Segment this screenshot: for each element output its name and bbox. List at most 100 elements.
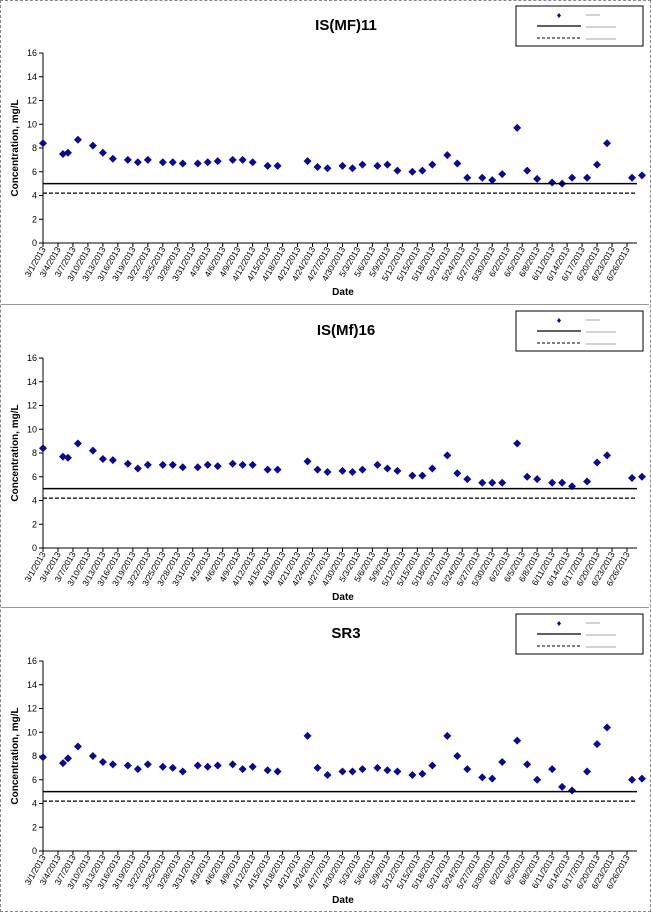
data-point bbox=[108, 760, 117, 769]
data-point bbox=[228, 155, 237, 164]
data-point bbox=[213, 157, 222, 166]
data-point bbox=[213, 761, 222, 770]
y-tick-label: 0 bbox=[32, 543, 37, 553]
data-point bbox=[178, 767, 187, 776]
data-point bbox=[263, 465, 272, 474]
data-point bbox=[263, 766, 272, 775]
data-point bbox=[168, 763, 177, 772]
data-point bbox=[73, 439, 82, 448]
data-point bbox=[228, 459, 237, 468]
data-point bbox=[373, 161, 382, 170]
y-tick-label: 8 bbox=[32, 448, 37, 458]
data-point bbox=[98, 757, 107, 766]
data-point bbox=[203, 158, 212, 167]
data-point bbox=[583, 477, 592, 486]
y-tick-label: 16 bbox=[27, 48, 37, 58]
y-axis-label: Concentration, mg/L bbox=[10, 707, 21, 804]
data-point bbox=[158, 460, 167, 469]
data-point bbox=[63, 148, 72, 157]
data-point bbox=[133, 765, 142, 774]
data-point bbox=[488, 176, 497, 185]
data-point bbox=[558, 478, 567, 487]
x-axis-label: Date bbox=[332, 287, 354, 298]
data-point bbox=[88, 446, 97, 455]
data-point bbox=[348, 468, 357, 476]
data-point bbox=[498, 757, 507, 766]
data-point bbox=[358, 465, 367, 474]
data-point bbox=[108, 456, 117, 465]
y-tick-label: 4 bbox=[32, 799, 37, 809]
data-point bbox=[39, 753, 47, 762]
data-point bbox=[443, 731, 452, 740]
data-series-sr3 bbox=[39, 723, 646, 795]
data-point bbox=[513, 123, 522, 132]
data-point bbox=[273, 161, 282, 170]
legend-marker-diamond bbox=[557, 621, 561, 626]
data-point bbox=[358, 160, 367, 169]
y-tick-label: 12 bbox=[27, 401, 37, 411]
data-point bbox=[637, 774, 646, 783]
data-point bbox=[73, 742, 82, 751]
data-point bbox=[513, 439, 522, 448]
data-point bbox=[303, 731, 312, 740]
data-point bbox=[593, 160, 602, 169]
data-point bbox=[383, 160, 392, 169]
data-point bbox=[313, 163, 322, 171]
data-point bbox=[143, 460, 152, 469]
data-point bbox=[533, 775, 542, 784]
chart-is-mf-11: IS(MF)11 0 2 4 6 8 10 12 14 16 Concentration, mg/L… bbox=[10, 5, 646, 298]
data-point bbox=[393, 466, 402, 475]
data-point bbox=[273, 465, 282, 474]
y-tick-label: 4 bbox=[32, 496, 37, 506]
data-point bbox=[248, 762, 257, 771]
data-point bbox=[498, 170, 507, 179]
data-point bbox=[238, 765, 247, 774]
y-tick-label: 12 bbox=[27, 96, 37, 106]
data-point bbox=[88, 141, 97, 150]
data-point bbox=[238, 155, 247, 164]
data-point bbox=[108, 154, 117, 163]
data-point bbox=[418, 769, 427, 778]
y-tick-label: 2 bbox=[32, 214, 37, 224]
data-point bbox=[558, 782, 567, 791]
data-point bbox=[168, 460, 177, 469]
x-axis-label: Date bbox=[332, 592, 354, 603]
data-point bbox=[248, 460, 257, 469]
y-tick-label: 6 bbox=[32, 167, 37, 177]
data-point bbox=[193, 761, 202, 770]
data-point bbox=[568, 173, 577, 182]
data-point bbox=[303, 157, 312, 166]
data-point bbox=[453, 469, 462, 478]
data-point bbox=[593, 740, 602, 749]
data-point bbox=[603, 139, 612, 148]
data-point bbox=[98, 454, 107, 463]
y-tick-label: 2 bbox=[32, 519, 37, 529]
data-point bbox=[303, 457, 312, 466]
data-point bbox=[548, 765, 557, 774]
y-tick-label: 16 bbox=[27, 656, 37, 666]
y-tick-label: 6 bbox=[32, 472, 37, 482]
data-point bbox=[178, 159, 187, 168]
data-point bbox=[158, 762, 167, 771]
data-point bbox=[63, 754, 72, 763]
data-point bbox=[478, 773, 487, 782]
data-point bbox=[383, 464, 392, 473]
data-point bbox=[323, 468, 332, 476]
chart-panel-1: IS(MF)11 0 2 4 6 8 10 12 14 16 Concentration, mg/L… bbox=[1, 1, 649, 303]
data-point bbox=[178, 463, 187, 472]
data-point bbox=[523, 472, 532, 481]
y-tick-label: 0 bbox=[32, 238, 37, 248]
data-point bbox=[408, 771, 417, 779]
data-point bbox=[373, 763, 382, 772]
y-tick-label: 10 bbox=[27, 119, 37, 129]
legend bbox=[515, 5, 644, 47]
data-point bbox=[593, 458, 602, 467]
data-point bbox=[39, 444, 47, 453]
data-point bbox=[133, 464, 142, 473]
y-tick-label: 2 bbox=[32, 822, 37, 832]
data-point bbox=[637, 472, 646, 481]
data-point bbox=[478, 478, 487, 487]
data-point bbox=[548, 478, 557, 487]
data-point bbox=[203, 460, 212, 469]
